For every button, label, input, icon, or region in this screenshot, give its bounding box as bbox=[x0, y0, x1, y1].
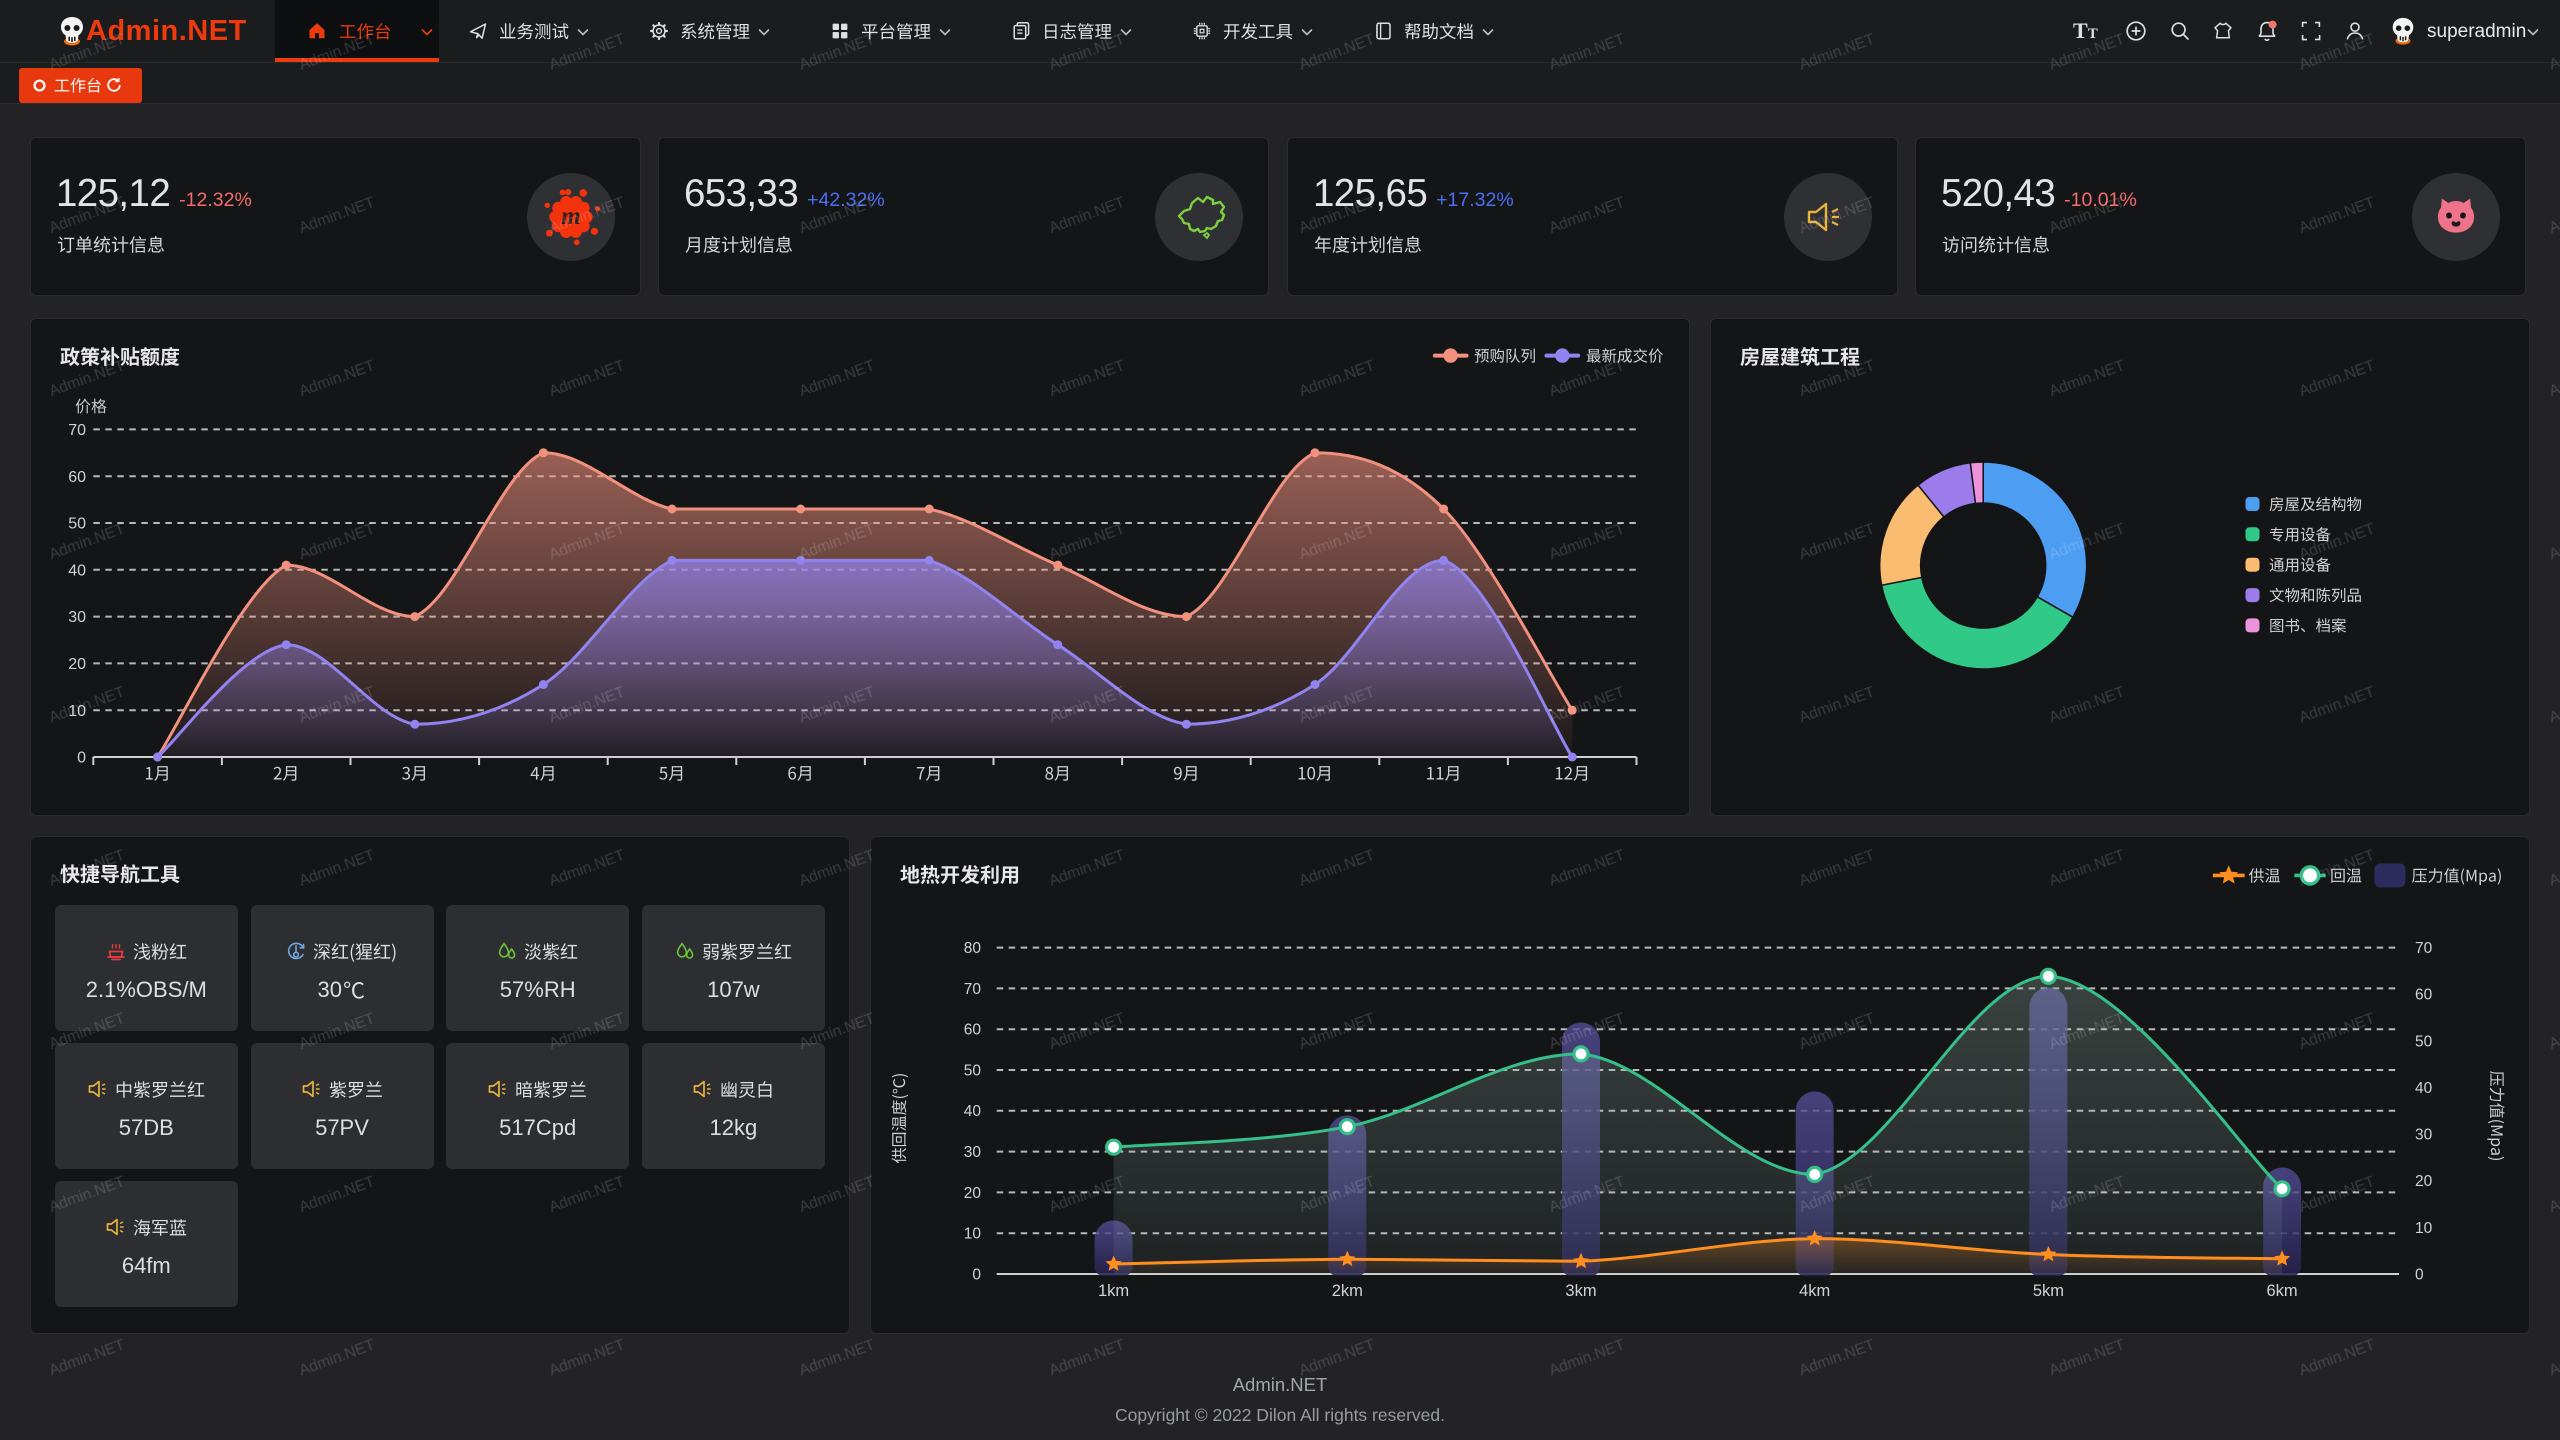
svg-text:70: 70 bbox=[2415, 940, 2433, 957]
svg-text:50: 50 bbox=[2415, 1033, 2433, 1050]
svg-text:50: 50 bbox=[964, 1062, 982, 1079]
svg-text:0: 0 bbox=[77, 750, 86, 767]
svg-text:50: 50 bbox=[68, 516, 86, 533]
svg-text:40: 40 bbox=[2415, 1080, 2433, 1097]
svg-text:10: 10 bbox=[68, 703, 86, 720]
svg-text:3km: 3km bbox=[1565, 1282, 1596, 1300]
svg-text:70: 70 bbox=[68, 422, 86, 439]
svg-text:80: 80 bbox=[964, 940, 982, 957]
svg-text:2km: 2km bbox=[1332, 1282, 1363, 1300]
svg-text:1km: 1km bbox=[1098, 1282, 1129, 1300]
svg-text:10: 10 bbox=[964, 1226, 982, 1243]
svg-text:0: 0 bbox=[2415, 1266, 2424, 1283]
svg-text:20: 20 bbox=[2415, 1173, 2433, 1190]
svg-text:60: 60 bbox=[2415, 987, 2433, 1004]
svg-text:20: 20 bbox=[68, 656, 86, 673]
svg-text:70: 70 bbox=[964, 981, 982, 998]
svg-text:40: 40 bbox=[68, 562, 86, 579]
svg-text:4km: 4km bbox=[1799, 1282, 1830, 1300]
svg-text:6km: 6km bbox=[2267, 1282, 2298, 1300]
svg-text:30: 30 bbox=[2415, 1127, 2433, 1144]
svg-text:20: 20 bbox=[964, 1185, 982, 1202]
svg-text:60: 60 bbox=[68, 469, 86, 486]
svg-text:0: 0 bbox=[972, 1266, 981, 1283]
svg-text:m: m bbox=[561, 203, 580, 230]
svg-text:10: 10 bbox=[2415, 1220, 2433, 1237]
svg-text:30: 30 bbox=[68, 609, 86, 626]
svg-text:60: 60 bbox=[964, 1022, 982, 1039]
svg-text:30: 30 bbox=[964, 1144, 982, 1161]
svg-text:40: 40 bbox=[964, 1103, 982, 1120]
svg-text:5km: 5km bbox=[2033, 1282, 2064, 1300]
